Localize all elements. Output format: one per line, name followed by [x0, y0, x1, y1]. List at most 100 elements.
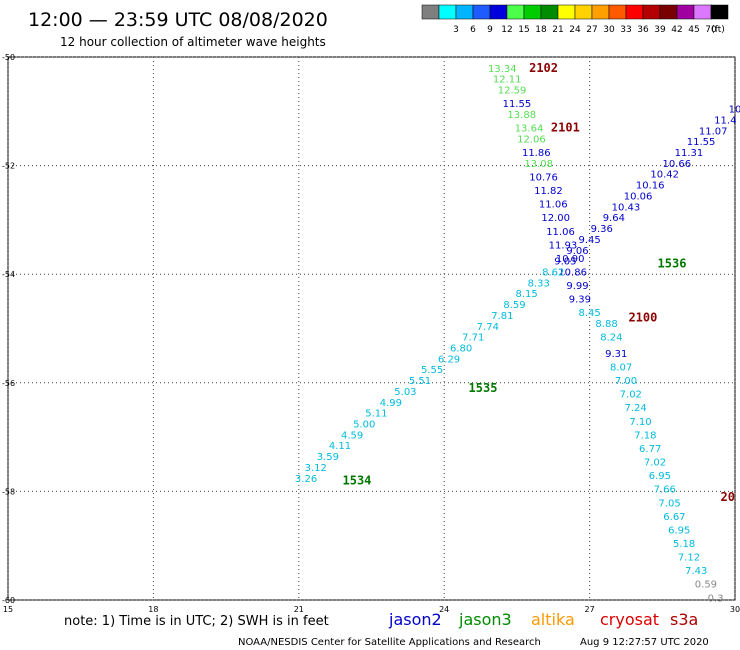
colorbar-tick-label: 21 — [552, 25, 563, 35]
colorbar-tick-label: 3 — [453, 25, 459, 35]
wave-height-value: 8.88 — [595, 319, 617, 330]
wave-height-value: 13.88 — [507, 110, 536, 121]
wave-height-value: 5.55 — [421, 365, 443, 376]
wave-height-value: 7.10 — [629, 417, 651, 428]
wave-height-value: 10.06 — [624, 191, 653, 202]
satellite-name-cryosat: cryosat — [600, 610, 659, 629]
wave-height-value: 7.00 — [615, 376, 637, 387]
colorbar-legend: 3 6 9 12 15 18 21 24 27 30 33 36 39 42 45 70(ft) — [421, 4, 729, 35]
wave-height-value: 7.74 — [477, 322, 499, 333]
wave-height-value: 12.59 — [498, 86, 527, 97]
wave-height-value: 7.43 — [685, 566, 707, 577]
colorbar-tick-label: 27 — [586, 25, 597, 35]
y-tick-label: -60 — [2, 596, 15, 605]
wave-height-value: 13.64 — [515, 124, 544, 135]
wave-height-value: 6.67 — [663, 512, 685, 523]
wave-height-value: 4.99 — [380, 398, 402, 409]
wave-height-value: 6.95 — [649, 471, 671, 482]
wave-height-value: 11.55 — [503, 99, 532, 110]
wave-height-value: 13.34 — [488, 64, 517, 75]
colorbar-swatch — [608, 4, 627, 20]
wave-height-value: 7.18 — [634, 430, 656, 441]
colorbar-swatch — [710, 4, 729, 20]
colorbar-tick-label: 6 — [470, 25, 476, 35]
wave-height-value: 5.11 — [365, 409, 387, 420]
wave-height-value: 10.16 — [636, 181, 665, 192]
x-tick-label: 27 — [585, 605, 595, 614]
wave-height-value: 9.36 — [591, 224, 613, 235]
wave-height-value: 12.06 — [517, 134, 546, 145]
wave-height-value: 3.26 — [295, 474, 317, 485]
satellite-name-jason2: jason2 — [388, 610, 442, 629]
satellite-name-altika: altika — [531, 610, 575, 629]
chart-subtitle: 12 hour collection of altimeter wave hei… — [60, 35, 326, 49]
wave-height-value: 7.05 — [658, 498, 680, 509]
wave-height-value: 13.08 — [524, 159, 553, 170]
wave-height-value: 8.45 — [578, 308, 600, 319]
wave-height-value: 7.71 — [462, 333, 484, 344]
satellite-name-s3a: s3a — [670, 610, 698, 629]
colorbar-swatch — [693, 4, 712, 20]
wave-height-value: 9.64 — [603, 213, 625, 224]
wave-height-value: 4.11 — [329, 441, 351, 452]
wave-height-value: 8.62 — [542, 267, 564, 278]
colorbar-tick-label: 30 — [603, 25, 615, 35]
x-tick-label: 21 — [294, 605, 304, 614]
wave-height-value: 7.02 — [620, 390, 642, 401]
x-tick-label: 24 — [439, 605, 449, 614]
colorbar-tick-label: 45 — [688, 25, 699, 35]
wave-height-value: 9.06 — [566, 246, 588, 257]
footer-timestamp: Aug 9 12:27:57 UTC 2020 — [580, 637, 709, 648]
wave-height-value: 11.31 — [675, 148, 704, 159]
colorbar-swatch — [625, 4, 644, 20]
wave-height-value: 10.90 — [556, 254, 585, 265]
wave-height-value: 3.12 — [305, 463, 327, 474]
wave-height-value: 0.3 — [708, 593, 724, 604]
satellite-legend: jason2 jason3 altika cryosat s3a — [388, 610, 698, 629]
colorbar-tick-label: 36 — [637, 25, 649, 35]
wave-height-value: 7.24 — [625, 403, 647, 414]
colorbar-swatch — [557, 4, 576, 20]
footer-note: note: 1) Time is in UTC; 2) SWH is in fe… — [64, 614, 329, 629]
y-tick-label: -52 — [2, 162, 15, 171]
colorbar-swatch — [489, 4, 508, 20]
wave-height-value: 9.99 — [566, 281, 588, 292]
axis-tick-labels: 15 18 21 24 27 30 -50 -52 -54 -56 -58 -60 — [2, 53, 740, 614]
colorbar-swatch — [438, 4, 457, 20]
satellite-pass-labels: 2102 2101 1536 2100 1535 1534 20 — [343, 61, 735, 504]
colorbar-tick-label: 42 — [671, 25, 682, 35]
wave-height-value: 11.06 — [539, 200, 568, 211]
wave-height-value: 4.59 — [341, 430, 363, 441]
colorbar-swatch — [421, 4, 440, 20]
wave-height-value: 9.05 — [554, 257, 576, 268]
y-tick-label: -56 — [2, 379, 15, 388]
wave-height-value: 6.95 — [668, 525, 690, 536]
pass-number-label: 1534 — [343, 474, 372, 488]
wave-height-value: 8.07 — [610, 363, 632, 374]
pass-number-label: 2102 — [529, 61, 558, 75]
plot-frame — [7, 56, 736, 601]
colorbar-swatch — [574, 4, 593, 20]
wave-height-value: 11.93 — [549, 240, 578, 251]
wave-height-value: 3.59 — [317, 452, 339, 463]
wave-height-value: 9.45 — [578, 235, 600, 246]
colorbar-swatch — [523, 4, 542, 20]
wave-height-value: 6.77 — [639, 444, 661, 455]
wave-height-value: 12.00 — [541, 213, 570, 224]
wave-height-value: 6.80 — [450, 344, 472, 355]
wave-height-value: 8.15 — [515, 289, 537, 300]
colorbar-tick-label: 70 — [705, 25, 717, 35]
wave-height-value: 11.07 — [699, 126, 728, 137]
pass-number-label: 1535 — [469, 381, 498, 395]
wave-height-value: 11.55 — [687, 137, 716, 148]
wave-height-value: 10.86 — [558, 267, 587, 278]
colorbar-tick-label: 39 — [654, 25, 666, 35]
colorbar-unit: (ft) — [711, 25, 725, 35]
wave-height-value: 6.29 — [438, 354, 460, 365]
wave-height-value: 9.39 — [569, 295, 591, 306]
plot-grid — [7, 56, 736, 601]
colorbar-tick-label: 24 — [569, 25, 581, 35]
wave-height-value: 11.86 — [522, 148, 551, 159]
y-tick-label: -50 — [2, 53, 15, 62]
